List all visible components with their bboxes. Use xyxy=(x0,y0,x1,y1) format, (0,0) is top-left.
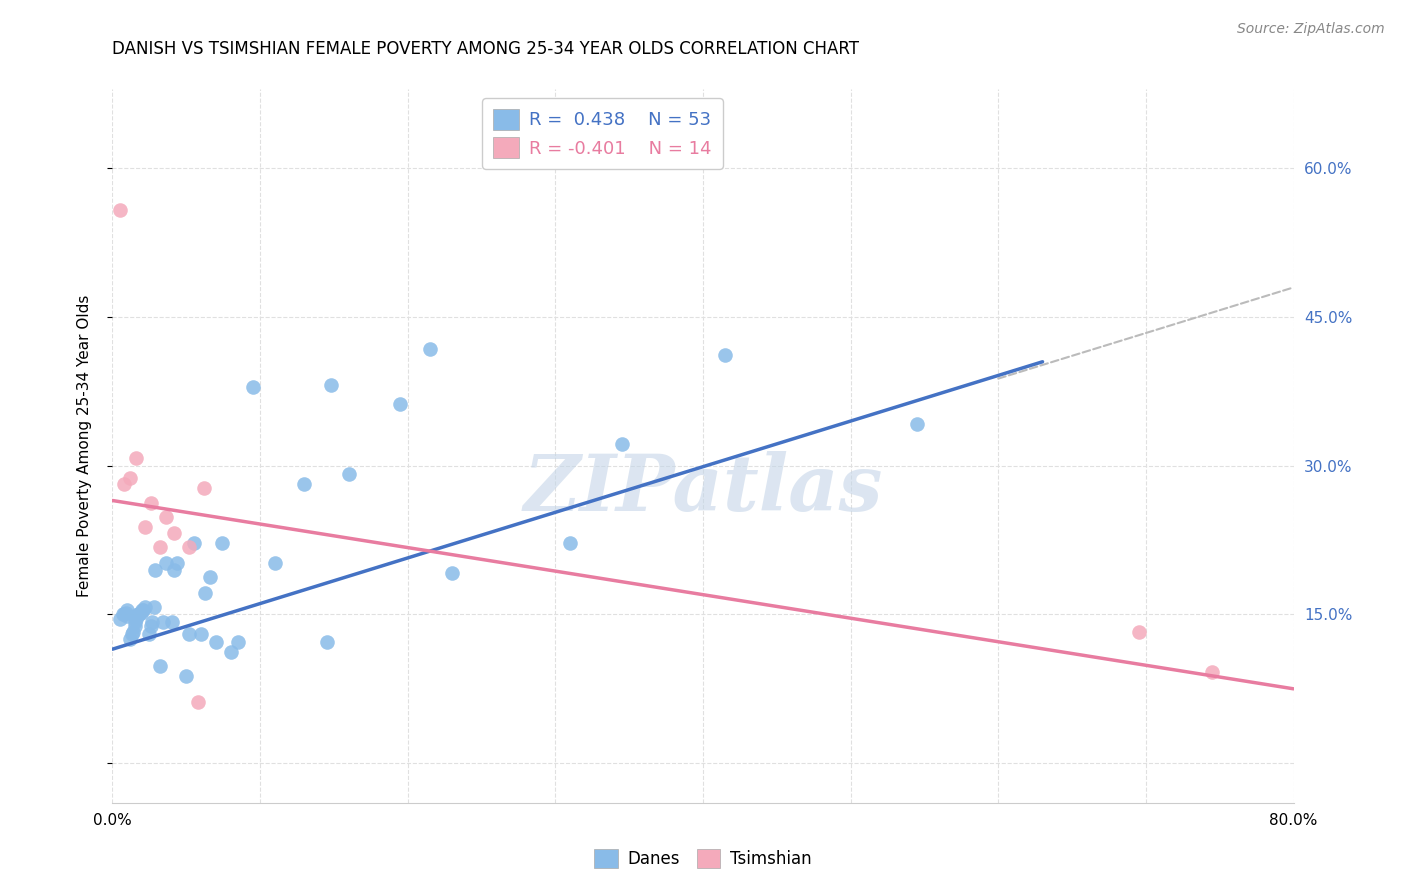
Point xyxy=(141,615,163,630)
Point xyxy=(142,599,165,614)
Point xyxy=(134,599,156,614)
Point xyxy=(139,619,162,633)
Point xyxy=(193,481,215,495)
Point xyxy=(134,520,156,534)
Y-axis label: Female Poverty Among 25-34 Year Olds: Female Poverty Among 25-34 Year Olds xyxy=(77,295,91,597)
Point xyxy=(120,632,142,647)
Point xyxy=(155,556,177,570)
Point xyxy=(114,606,136,620)
Point xyxy=(121,627,143,641)
Text: DANISH VS TSIMSHIAN FEMALE POVERTY AMONG 25-34 YEAR OLDS CORRELATION CHART: DANISH VS TSIMSHIAN FEMALE POVERTY AMONG… xyxy=(112,40,859,58)
Legend: Danes, Tsimshian: Danes, Tsimshian xyxy=(586,840,820,877)
Point xyxy=(198,570,221,584)
Point xyxy=(211,536,233,550)
Point xyxy=(205,635,228,649)
Point xyxy=(315,635,337,649)
Point xyxy=(138,627,160,641)
Point xyxy=(163,563,186,577)
Point xyxy=(714,348,737,362)
Point xyxy=(117,602,138,616)
Point xyxy=(128,607,150,622)
Point xyxy=(242,379,264,393)
Point xyxy=(1201,665,1223,679)
Point xyxy=(129,606,152,620)
Point xyxy=(319,377,342,392)
Point xyxy=(122,625,145,640)
Point xyxy=(558,536,582,550)
Point xyxy=(174,669,197,683)
Point xyxy=(108,203,131,218)
Point xyxy=(1128,625,1150,640)
Point xyxy=(131,602,153,616)
Point xyxy=(112,476,135,491)
Point xyxy=(337,467,360,481)
Point xyxy=(152,615,174,630)
Point xyxy=(163,526,186,541)
Point xyxy=(441,566,464,580)
Point xyxy=(112,607,135,622)
Point xyxy=(127,607,149,622)
Point xyxy=(187,695,209,709)
Point xyxy=(166,556,188,570)
Point xyxy=(194,585,217,599)
Text: ZIPatlas: ZIPatlas xyxy=(523,450,883,527)
Point xyxy=(179,540,201,554)
Point xyxy=(125,612,148,626)
Point xyxy=(905,417,928,432)
Point xyxy=(155,510,177,524)
Point xyxy=(179,627,201,641)
Point xyxy=(219,645,242,659)
Point xyxy=(183,536,205,550)
Point xyxy=(190,627,212,641)
Point xyxy=(125,450,148,465)
Point xyxy=(226,635,249,649)
Point xyxy=(149,540,172,554)
Point xyxy=(292,476,315,491)
Text: Source: ZipAtlas.com: Source: ZipAtlas.com xyxy=(1237,22,1385,37)
Point xyxy=(389,397,412,411)
Point xyxy=(111,607,134,622)
Point xyxy=(610,437,633,451)
Point xyxy=(160,615,183,630)
Point xyxy=(149,659,172,673)
Point xyxy=(132,602,155,616)
Point xyxy=(139,496,162,510)
Point xyxy=(108,612,131,626)
Point xyxy=(419,342,441,356)
Point xyxy=(124,615,146,630)
Point xyxy=(120,471,142,485)
Point xyxy=(117,609,138,624)
Point xyxy=(124,619,146,633)
Point xyxy=(143,563,166,577)
Point xyxy=(264,556,287,570)
Point xyxy=(125,609,148,624)
